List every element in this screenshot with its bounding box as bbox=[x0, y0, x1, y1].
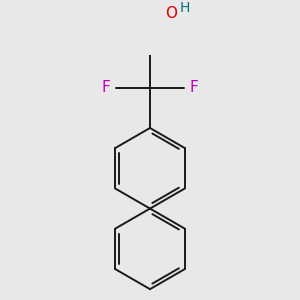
Text: F: F bbox=[190, 80, 199, 95]
Text: O: O bbox=[165, 6, 177, 21]
Text: F: F bbox=[101, 80, 110, 95]
Text: H: H bbox=[180, 1, 190, 15]
